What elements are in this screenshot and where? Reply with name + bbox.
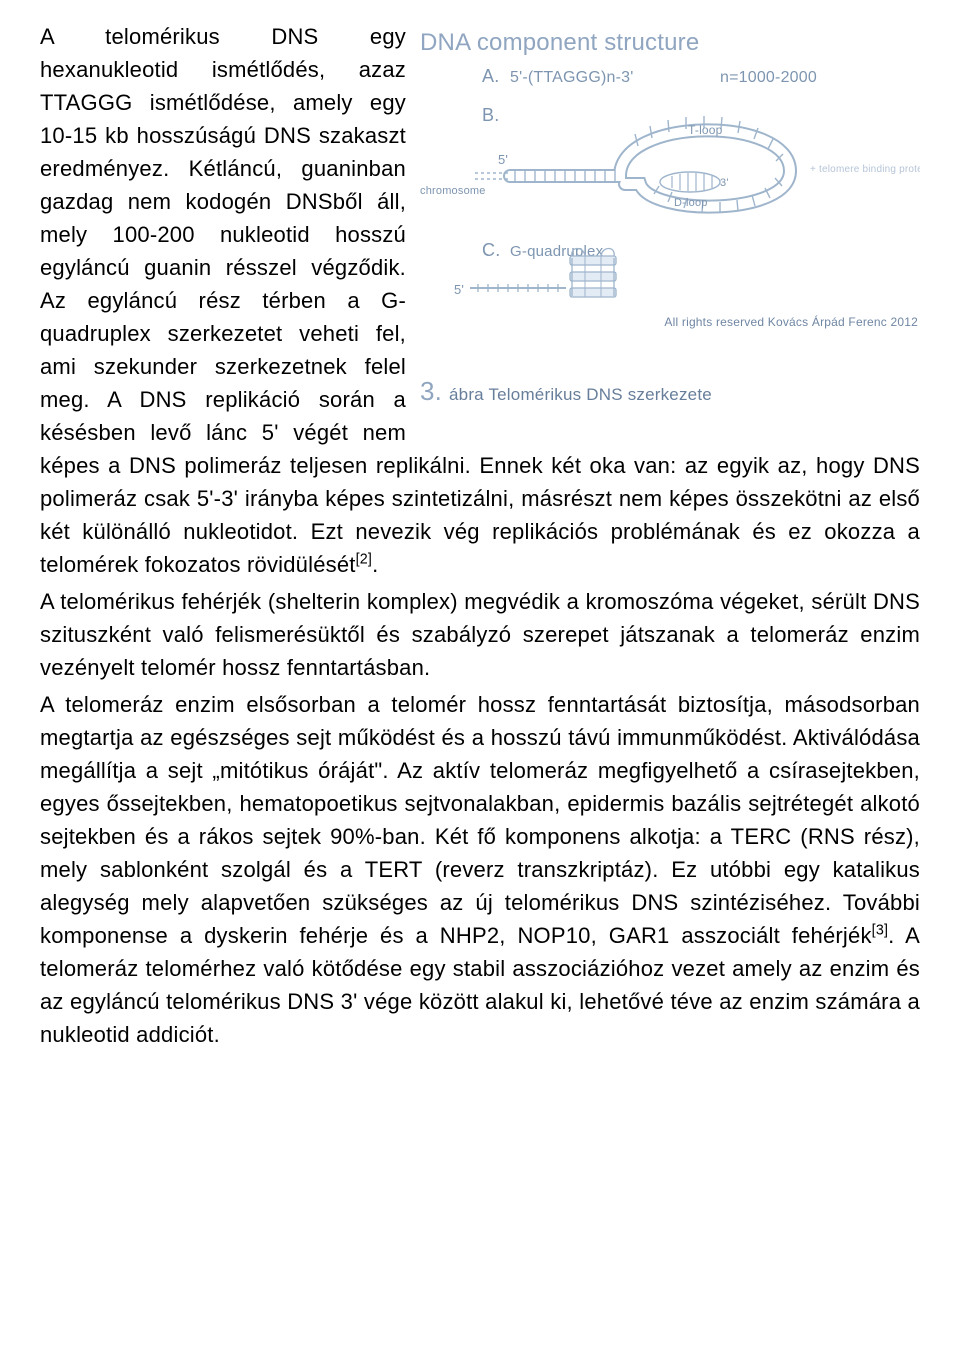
para3a-text: A telomeráz enzim elsősorban a telomér h… [40, 692, 920, 948]
figure-a-label: A. [482, 66, 499, 86]
paragraph-2: A telomérikus fehérjék (shelterin komple… [40, 585, 920, 684]
five-prime-b: 5' [498, 152, 508, 167]
document-body: DNA component structure A. 5'-(TTAGGG)n-… [40, 20, 920, 1051]
figure-caption: 3. ábra Telomérikus DNS szerkezete [420, 372, 920, 411]
figure-title: DNA component structure [420, 29, 699, 56]
chromosome-label: chromosome [420, 185, 486, 197]
figure-b-label: B. [482, 105, 499, 125]
figure-a-right: n=1000-2000 [720, 69, 817, 86]
caption-text: ábra Telomérikus DNS szerkezete [444, 385, 712, 404]
figure-c-label: C. [482, 240, 500, 260]
binding-proteins-label: + telomere binding proteins [810, 164, 920, 175]
three-prime-b: 3' [720, 177, 729, 189]
ref-3: [3] [872, 923, 889, 939]
five-prime-c: 5' [454, 282, 464, 297]
figure-copyright: All rights reserved Kovács Árpád Ferenc … [664, 314, 918, 329]
dna-structure-svg: DNA component structure A. 5'-(TTAGGG)n-… [420, 26, 920, 366]
figure-a-seq: 5'-(TTAGGG)n-3' [510, 69, 633, 86]
paragraph-3: A telomeráz enzim elsősorban a telomér h… [40, 688, 920, 1051]
caption-number: 3. [420, 376, 442, 406]
para2-text: A telomérikus fehérjék (shelterin komple… [40, 589, 920, 680]
t-loop-label: T-loop [688, 123, 723, 137]
para1-tail: . [372, 552, 378, 577]
ref-2: [2] [356, 552, 373, 568]
figure-dna-structure: DNA component structure A. 5'-(TTAGGG)n-… [420, 26, 920, 411]
t-loop-diagram [475, 116, 790, 213]
d-loop-label: D-loop [674, 197, 708, 209]
